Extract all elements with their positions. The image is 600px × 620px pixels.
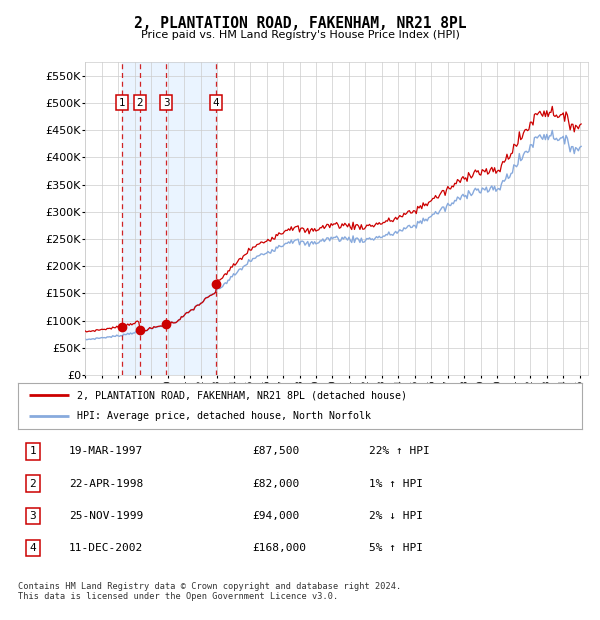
- Text: £94,000: £94,000: [252, 511, 299, 521]
- Bar: [122, 62, 216, 375]
- Text: 2, PLANTATION ROAD, FAKENHAM, NR21 8PL: 2, PLANTATION ROAD, FAKENHAM, NR21 8PL: [134, 16, 466, 31]
- Text: 3: 3: [163, 98, 169, 108]
- Text: 5% ↑ HPI: 5% ↑ HPI: [369, 543, 423, 553]
- Text: 1: 1: [118, 98, 125, 108]
- Text: 25-NOV-1999: 25-NOV-1999: [69, 511, 143, 521]
- Text: 11-DEC-2002: 11-DEC-2002: [69, 543, 143, 553]
- Text: HPI: Average price, detached house, North Norfolk: HPI: Average price, detached house, Nort…: [77, 412, 371, 422]
- Text: Price paid vs. HM Land Registry's House Price Index (HPI): Price paid vs. HM Land Registry's House …: [140, 30, 460, 40]
- Text: 4: 4: [29, 543, 37, 553]
- Text: 4: 4: [213, 98, 220, 108]
- Text: £82,000: £82,000: [252, 479, 299, 489]
- Text: 2, PLANTATION ROAD, FAKENHAM, NR21 8PL (detached house): 2, PLANTATION ROAD, FAKENHAM, NR21 8PL (…: [77, 390, 407, 400]
- Text: 19-MAR-1997: 19-MAR-1997: [69, 446, 143, 456]
- Text: 22% ↑ HPI: 22% ↑ HPI: [369, 446, 430, 456]
- Text: Contains HM Land Registry data © Crown copyright and database right 2024.
This d: Contains HM Land Registry data © Crown c…: [18, 582, 401, 601]
- Text: £87,500: £87,500: [252, 446, 299, 456]
- Text: 22-APR-1998: 22-APR-1998: [69, 479, 143, 489]
- Text: 1% ↑ HPI: 1% ↑ HPI: [369, 479, 423, 489]
- Text: 2: 2: [29, 479, 37, 489]
- Text: 2% ↓ HPI: 2% ↓ HPI: [369, 511, 423, 521]
- Text: 2: 2: [136, 98, 143, 108]
- Text: 1: 1: [29, 446, 37, 456]
- Text: 3: 3: [29, 511, 37, 521]
- Text: £168,000: £168,000: [252, 543, 306, 553]
